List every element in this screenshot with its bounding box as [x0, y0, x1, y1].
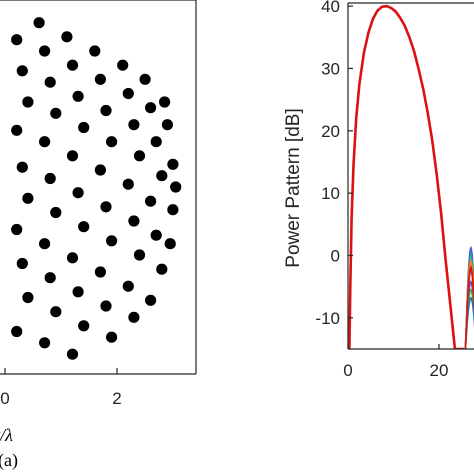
- array-element-59: [11, 325, 23, 338]
- panel-a-caption-label: (a): [0, 450, 18, 471]
- array-element-12: [16, 65, 28, 77]
- array-element-15: [100, 104, 112, 117]
- array-element-13: [44, 76, 56, 88]
- array-element-42: [133, 249, 146, 261]
- array-element-5: [11, 34, 23, 46]
- array-element-22: [106, 136, 118, 148]
- array-element-63: [164, 238, 176, 250]
- array-element-29: [122, 178, 134, 190]
- array-element-43: [156, 263, 168, 275]
- array-element-53: [100, 300, 112, 312]
- array-element-11: [161, 119, 173, 131]
- main-beam-curve: [348, 4, 464, 349]
- array-element-24: [156, 170, 168, 182]
- array-element-19: [22, 96, 34, 108]
- array-element-38: [22, 192, 34, 204]
- array-element-10: [145, 102, 157, 114]
- array-element-35: [100, 201, 112, 213]
- panel-b-y-tick-label-10: 10: [321, 184, 340, 203]
- array-element-56: [50, 306, 62, 318]
- panel-b-y-tick-label-40: 40: [321, 0, 340, 16]
- panel-a-x-tick-label-2: 2: [112, 389, 121, 408]
- array-element-9: [122, 87, 134, 100]
- array-element-17: [150, 136, 162, 148]
- array-element-48: [122, 280, 134, 292]
- array-element-62: [170, 181, 182, 193]
- array-element-37: [150, 229, 162, 241]
- array-element-46: [66, 252, 79, 264]
- array-element-23: [133, 150, 146, 162]
- array-element-36: [128, 215, 140, 227]
- panel-b-y-tick-label--10: -10: [315, 309, 340, 328]
- sidelobe-band: [464, 245, 474, 349]
- array-element-41: [106, 235, 118, 247]
- array-element-51: [44, 272, 56, 284]
- array-element-18: [167, 158, 179, 170]
- panel-b-y-tick-label-0: 0: [331, 246, 340, 265]
- array-element-27: [66, 150, 79, 162]
- power-pattern-panel: -10 0 10 20 30 40 0 20 Power Pattern [dB]: [283, 0, 474, 380]
- array-element-44: [11, 223, 23, 236]
- panel-b-y-tick-label-20: 20: [321, 122, 340, 141]
- array-element-30: [145, 195, 157, 207]
- element-positions: [11, 17, 182, 360]
- array-element-64: [159, 96, 171, 108]
- array-element-54: [128, 311, 140, 323]
- array-element-28: [94, 164, 106, 176]
- array-element-26: [39, 136, 51, 148]
- array-element-0: [33, 17, 45, 29]
- array-element-33: [44, 172, 56, 185]
- array-element-55: [22, 291, 34, 304]
- array-element-61: [66, 348, 79, 360]
- array-element-39: [50, 206, 62, 219]
- panel-b-x-tick-label-20: 20: [430, 361, 449, 380]
- array-element-1: [61, 31, 73, 43]
- array-element-16: [128, 119, 140, 131]
- array-element-49: [145, 294, 157, 306]
- array-element-50: [16, 257, 28, 270]
- array-element-14: [72, 90, 84, 102]
- array-element-6: [39, 45, 51, 57]
- array-element-7: [66, 59, 79, 71]
- array-element-2: [89, 45, 101, 57]
- array-element-58: [106, 331, 118, 343]
- array-element-60: [39, 337, 51, 349]
- panel-b-y-tick-label-30: 30: [321, 59, 340, 78]
- panel-b-y-ticks: -10 0 10 20 30 40: [315, 0, 353, 328]
- array-element-32: [16, 161, 28, 173]
- array-element-21: [78, 121, 90, 134]
- array-element-8: [94, 73, 106, 85]
- array-element-47: [94, 266, 106, 278]
- array-layout-panel: 0 2 t/λ (a): [0, 0, 197, 471]
- array-element-31: [167, 204, 179, 216]
- array-element-52: [72, 286, 84, 298]
- array-element-20: [50, 107, 62, 119]
- panel-b-y-axis-label: Power Pattern [dB]: [283, 108, 304, 267]
- array-element-25: [11, 124, 23, 136]
- panel-b-x-tick-label-0: 0: [343, 361, 352, 380]
- array-element-45: [39, 238, 51, 250]
- panel-a-x-tick-label-0: 0: [0, 389, 9, 408]
- array-element-34: [72, 187, 84, 199]
- array-element-40: [78, 221, 90, 233]
- sidelobe-curve-8: [464, 265, 474, 349]
- panel-a-x-axis-label: t/λ: [0, 425, 13, 445]
- panel-b-x-ticks: 0 20: [343, 344, 448, 380]
- array-element-3: [117, 59, 129, 71]
- array-element-57: [78, 320, 90, 332]
- array-element-4: [139, 73, 151, 85]
